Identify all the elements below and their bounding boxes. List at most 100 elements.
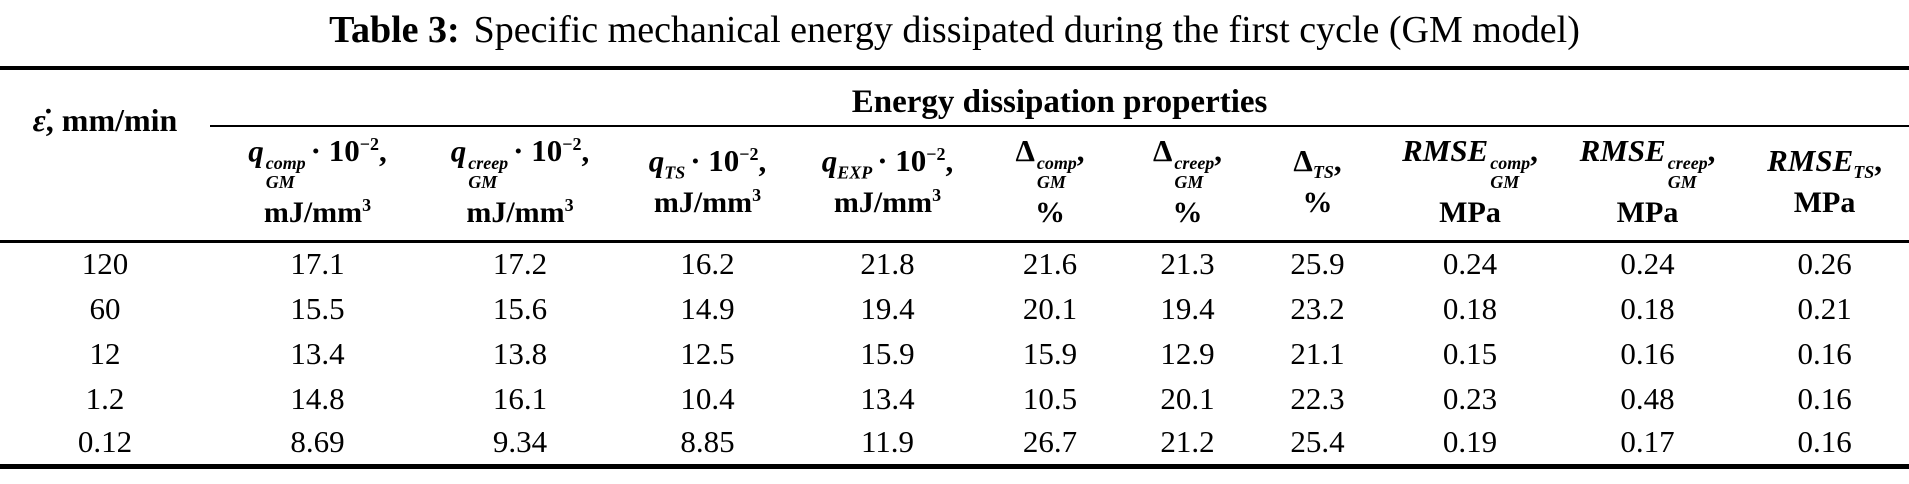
table-cell: 0.23 <box>1442 380 1498 416</box>
symbol-rmse: RMSE <box>1579 133 1666 169</box>
symbol-delta: Δ <box>1152 133 1173 169</box>
table-cell: 17.1 <box>290 246 345 282</box>
table-cell: 15.9 <box>1022 335 1078 371</box>
table-row: 0.12 8.69 9.34 8.85 11.9 26.7 21.2 25.4 … <box>0 421 1909 466</box>
strain-rate-symbol: ε̇ <box>32 102 46 138</box>
supsub-comp-gm: comp GM <box>1490 153 1531 193</box>
table-cell: 12 <box>89 335 121 371</box>
table-caption-label: Table 3: <box>329 9 460 51</box>
table-cell: 0.16 <box>1620 335 1675 371</box>
table-cell: 16.1 <box>492 380 548 416</box>
col-header-q-gm-comp: q comp GM · 10−2, mJ/mm3 <box>210 126 425 241</box>
table-cell: 0.24 <box>1442 246 1498 282</box>
table-cell: 0.15 <box>1442 335 1498 371</box>
table-cell: 13.4 <box>290 335 345 371</box>
multiplier: · 10 <box>513 133 563 169</box>
exponent: −2 <box>926 143 946 164</box>
table-cell: 13.8 <box>492 335 548 371</box>
table-cell: 0.16 <box>1797 380 1852 416</box>
supsub-comp-gm: comp GM <box>265 153 306 193</box>
symbol-header-row: q comp GM · 10−2, mJ/mm3 q creep GM · 10−2, mJ… <box>0 126 1909 241</box>
table-cell: 0.18 <box>1442 290 1498 326</box>
table-cell: 0.24 <box>1620 246 1675 282</box>
table-cell: 0.16 <box>1797 424 1852 460</box>
strain-rate-unit: , mm/min <box>45 102 178 138</box>
header-unit: MPa <box>1616 195 1679 229</box>
comma: , <box>1530 133 1538 169</box>
table-row: 1.2 14.8 16.1 10.4 13.4 10.5 20.1 22.3 0… <box>0 376 1909 421</box>
header-unit: % <box>1172 195 1203 229</box>
table-cell: 15.9 <box>860 335 915 371</box>
supsub-creep-gm: creep GM <box>468 153 509 193</box>
col-header-q-ts: qTS · 10−2, mJ/mm3 <box>615 126 800 241</box>
col-header-rmse-gm-creep: RMSE creep GM, MPa <box>1555 126 1740 241</box>
header-unit: % <box>1035 195 1065 229</box>
table-cell: 0.17 <box>1620 424 1675 460</box>
multiplier: · 10 <box>877 143 927 179</box>
comma: , <box>1874 142 1883 178</box>
group-header-row: ε̇, mm/min Energy dissipation properties <box>0 68 1909 138</box>
table-caption: Table 3: Specific mechanical energy dissi… <box>0 0 1909 66</box>
subscript-ts: TS <box>1312 162 1334 183</box>
comma: , <box>1333 142 1342 178</box>
table-cell: 8.85 <box>680 424 735 460</box>
header-formula: q comp GM · 10−2, <box>210 133 425 193</box>
col-header-strain-rate: ε̇, mm/min <box>0 68 210 241</box>
table-cell: 21.8 <box>860 246 915 282</box>
table-cell: 14.9 <box>680 290 735 326</box>
header-unit: mJ/mm3 <box>466 195 574 230</box>
symbol-q: q <box>450 133 467 169</box>
table-cell: 11.9 <box>860 424 915 460</box>
exponent: −2 <box>359 133 379 154</box>
table-row: 12 13.4 13.8 12.5 15.9 15.9 12.9 21.1 0.… <box>0 331 1909 376</box>
symbol-q: q <box>821 143 838 179</box>
table-header: ε̇, mm/min Energy dissipation properties… <box>0 68 1909 241</box>
table-cell: 120 <box>81 246 129 282</box>
symbol-rmse: RMSE <box>1767 142 1854 178</box>
table-body: 120 17.1 17.2 16.2 21.8 21.6 21.3 25.9 0… <box>0 241 1909 466</box>
table-cell: 0.26 <box>1797 246 1852 282</box>
subscript-exp: EXP <box>837 162 873 183</box>
col-header-q-exp: qEXP · 10−2, mJ/mm3 <box>800 126 975 241</box>
header-unit: % <box>1302 186 1333 220</box>
symbol-delta: Δ <box>1015 133 1035 169</box>
header-unit: MPa <box>1793 186 1856 220</box>
exponent: −2 <box>562 133 582 154</box>
table-cell: 60 <box>89 290 121 326</box>
table-caption-text: Specific mechanical energy dissipated du… <box>473 9 1580 51</box>
table-cell: 10.4 <box>680 380 735 416</box>
comma: , <box>581 133 590 169</box>
col-header-delta-ts: ΔTS, % <box>1250 126 1385 241</box>
table-cell: 16.2 <box>680 246 735 282</box>
table-cell: 0.19 <box>1442 424 1498 460</box>
comma: , <box>379 133 387 169</box>
multiplier: · 10 <box>310 133 360 169</box>
table-cell: 9.34 <box>492 424 548 460</box>
table-cell: 25.9 <box>1290 246 1345 282</box>
header-unit: mJ/mm3 <box>833 185 942 220</box>
supsub-creep-gm: creep GM <box>1174 153 1215 193</box>
symbol-delta: Δ <box>1293 142 1313 178</box>
exponent: −2 <box>739 143 759 164</box>
symbol-q: q <box>648 143 665 179</box>
supsub-creep-gm: creep GM <box>1667 153 1708 193</box>
table-cell: 10.5 <box>1022 380 1078 416</box>
header-unit: MPa <box>1439 195 1501 229</box>
header-formula: RMSE comp GM, <box>1385 133 1555 193</box>
table-cell: 20.1 <box>1022 290 1078 326</box>
subscript-ts: TS <box>664 162 686 183</box>
table-cell: 0.18 <box>1620 290 1675 326</box>
table-cell: 19.4 <box>1160 290 1215 326</box>
group-header-energy-dissipation: Energy dissipation properties <box>210 68 1909 127</box>
table-cell: 14.8 <box>290 380 345 416</box>
table-cell: 0.12 <box>77 424 133 460</box>
table-cell: 12.9 <box>1160 335 1215 371</box>
table-cell: 1.2 <box>85 380 125 416</box>
table-cell: 0.21 <box>1797 290 1852 326</box>
table-cell: 0.16 <box>1797 335 1852 371</box>
header-formula: RMSE creep GM, <box>1555 133 1740 193</box>
table-cell: 8.69 <box>290 424 345 460</box>
